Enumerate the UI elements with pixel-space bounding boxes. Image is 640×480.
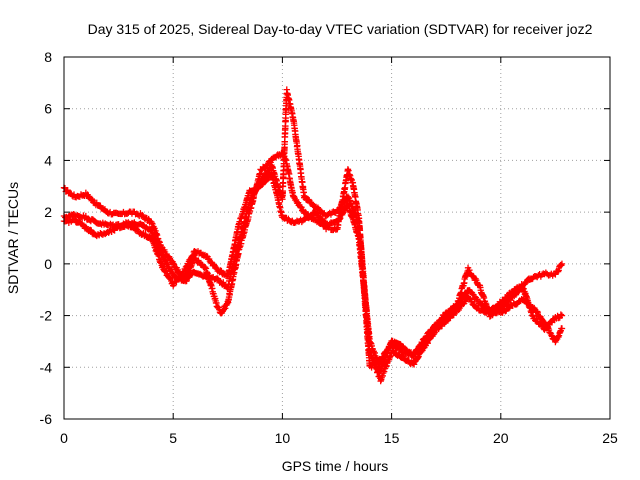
- data-point: [201, 264, 209, 271]
- data-point: [438, 322, 446, 330]
- data-point: [400, 352, 407, 360]
- x-tick-label: 0: [60, 430, 68, 446]
- data-point: [258, 181, 266, 188]
- data-point: [173, 264, 180, 271]
- data-point: [220, 306, 228, 313]
- y-axis-label: SDTVAR / TECUs: [5, 182, 21, 294]
- series-track-a: [60, 149, 566, 371]
- series-track-b: [60, 86, 566, 385]
- data-point: [426, 330, 434, 337]
- y-tick-label: -4: [40, 359, 53, 375]
- data-point: [557, 311, 565, 318]
- y-tick-label: 6: [44, 101, 52, 117]
- data-point: [534, 308, 541, 316]
- x-tick-label: 15: [384, 430, 400, 446]
- data-layer: [60, 86, 566, 385]
- data-point: [220, 279, 227, 286]
- data-point: [450, 311, 457, 319]
- data-point: [298, 204, 305, 211]
- tick-layer: 0 5 10 15 20 25 -6 -4 -2 0 2 4 6 8: [40, 49, 618, 446]
- y-tick-label: 8: [44, 49, 52, 65]
- data-point: [558, 325, 566, 332]
- data-point: [558, 312, 566, 319]
- y-tick-label: 4: [44, 152, 52, 168]
- x-tick-label: 25: [602, 430, 618, 446]
- data-point: [466, 266, 473, 274]
- data-point: [183, 277, 190, 285]
- x-tick-label: 5: [169, 430, 177, 446]
- x-tick-label: 10: [275, 430, 291, 446]
- data-point: [533, 308, 541, 315]
- data-point: [476, 298, 484, 306]
- data-point: [424, 339, 431, 347]
- series-track-c: [60, 169, 566, 375]
- y-tick-label: -2: [40, 308, 53, 324]
- data-point: [88, 195, 95, 203]
- data-point: [338, 203, 345, 210]
- chart-title: Day 315 of 2025, Sidereal Day-to-day VTE…: [88, 21, 593, 37]
- data-point: [82, 212, 90, 220]
- data-point: [555, 267, 562, 274]
- data-point: [502, 307, 509, 315]
- x-tick-label: 20: [493, 430, 509, 446]
- y-tick-label: 2: [44, 204, 52, 220]
- data-point: [446, 315, 453, 322]
- data-point: [301, 193, 309, 200]
- data-point: [506, 296, 514, 304]
- data-point: [221, 305, 229, 312]
- y-tick-label: -6: [40, 411, 53, 427]
- data-point: [558, 260, 566, 268]
- data-point: [430, 325, 437, 333]
- data-point: [170, 260, 177, 267]
- y-tick-label: 0: [44, 256, 52, 272]
- data-point: [554, 268, 562, 275]
- x-axis-label: GPS time / hours: [282, 458, 389, 474]
- data-point: [492, 309, 499, 317]
- plot-frame: [63, 56, 611, 420]
